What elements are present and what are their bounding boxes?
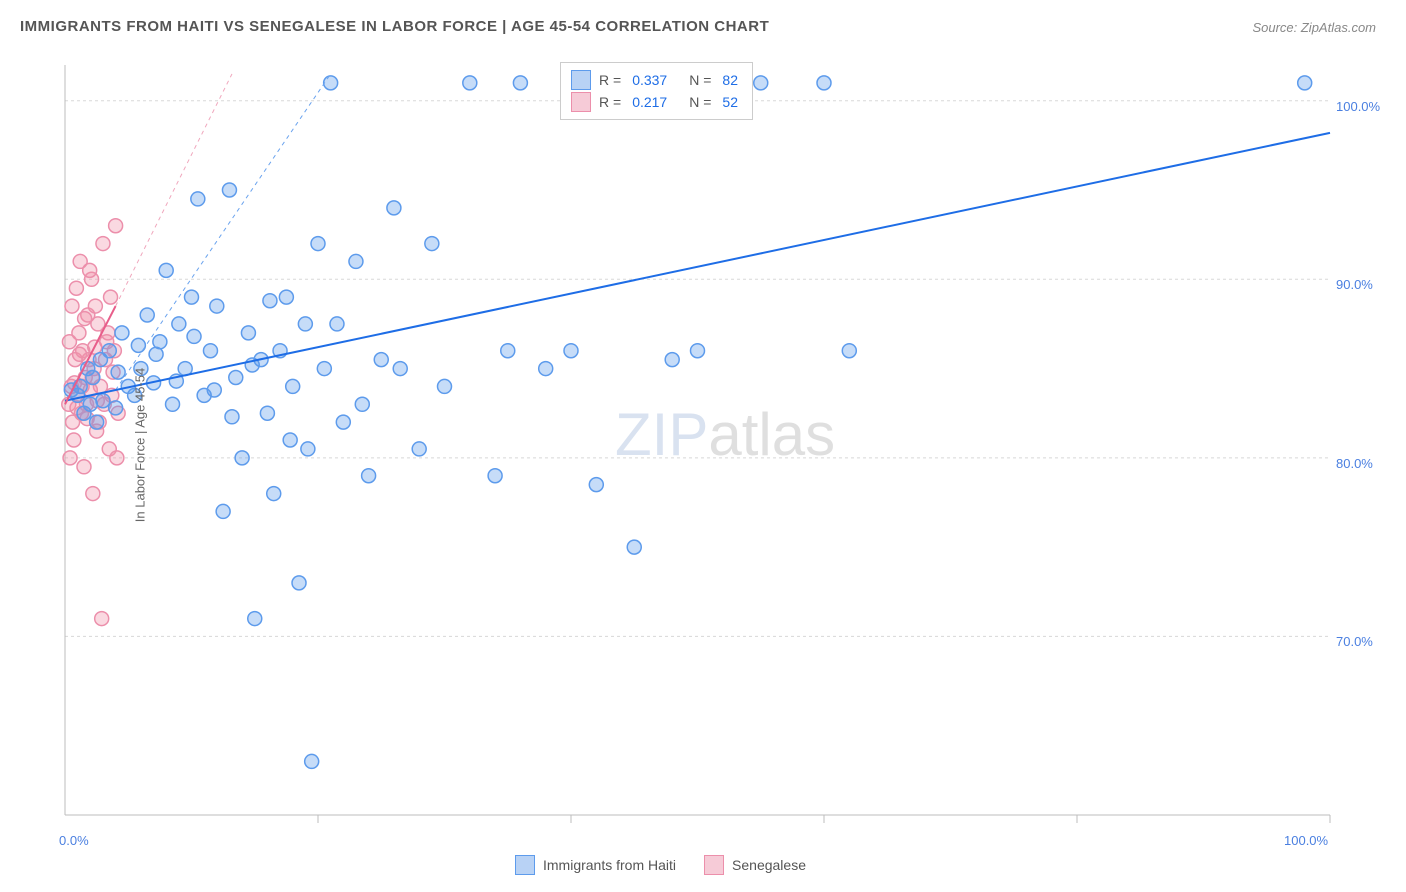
correlation-legend: R = 0.337 N = 82 R = 0.217 N = 52	[560, 62, 753, 120]
legend-item-senegalese: Senegalese	[704, 855, 806, 875]
scatter-chart	[55, 55, 1375, 835]
source-credit: Source: ZipAtlas.com	[1252, 20, 1376, 35]
n-label: N =	[689, 94, 711, 110]
n-label: N =	[689, 72, 711, 88]
legend-item-haiti: Immigrants from Haiti	[515, 855, 676, 875]
series-name-haiti: Immigrants from Haiti	[543, 857, 676, 873]
x-tick-label: 0.0%	[59, 833, 89, 848]
series-name-senegalese: Senegalese	[732, 857, 806, 873]
r-value-senegalese: 0.217	[632, 94, 667, 110]
swatch-senegalese	[571, 92, 591, 112]
r-label: R =	[599, 94, 621, 110]
r-value-haiti: 0.337	[632, 72, 667, 88]
swatch-haiti	[571, 70, 591, 90]
series-legend: Immigrants from Haiti Senegalese	[515, 855, 806, 875]
y-tick-label: 70.0%	[1336, 634, 1373, 649]
y-tick-label: 100.0%	[1336, 99, 1380, 114]
r-label: R =	[599, 72, 621, 88]
n-value-senegalese: 52	[722, 94, 738, 110]
chart-title: IMMIGRANTS FROM HAITI VS SENEGALESE IN L…	[20, 18, 769, 35]
y-tick-label: 90.0%	[1336, 277, 1373, 292]
y-axis-label: In Labor Force | Age 45-54	[133, 368, 148, 522]
swatch-haiti	[515, 855, 535, 875]
x-tick-label: 100.0%	[1284, 833, 1328, 848]
y-tick-label: 80.0%	[1336, 456, 1373, 471]
swatch-senegalese	[704, 855, 724, 875]
legend-row-senegalese: R = 0.217 N = 52	[571, 91, 738, 113]
chart-area: In Labor Force | Age 45-54 ZIPatlas	[55, 55, 1375, 835]
legend-row-haiti: R = 0.337 N = 82	[571, 69, 738, 91]
n-value-haiti: 82	[722, 72, 738, 88]
